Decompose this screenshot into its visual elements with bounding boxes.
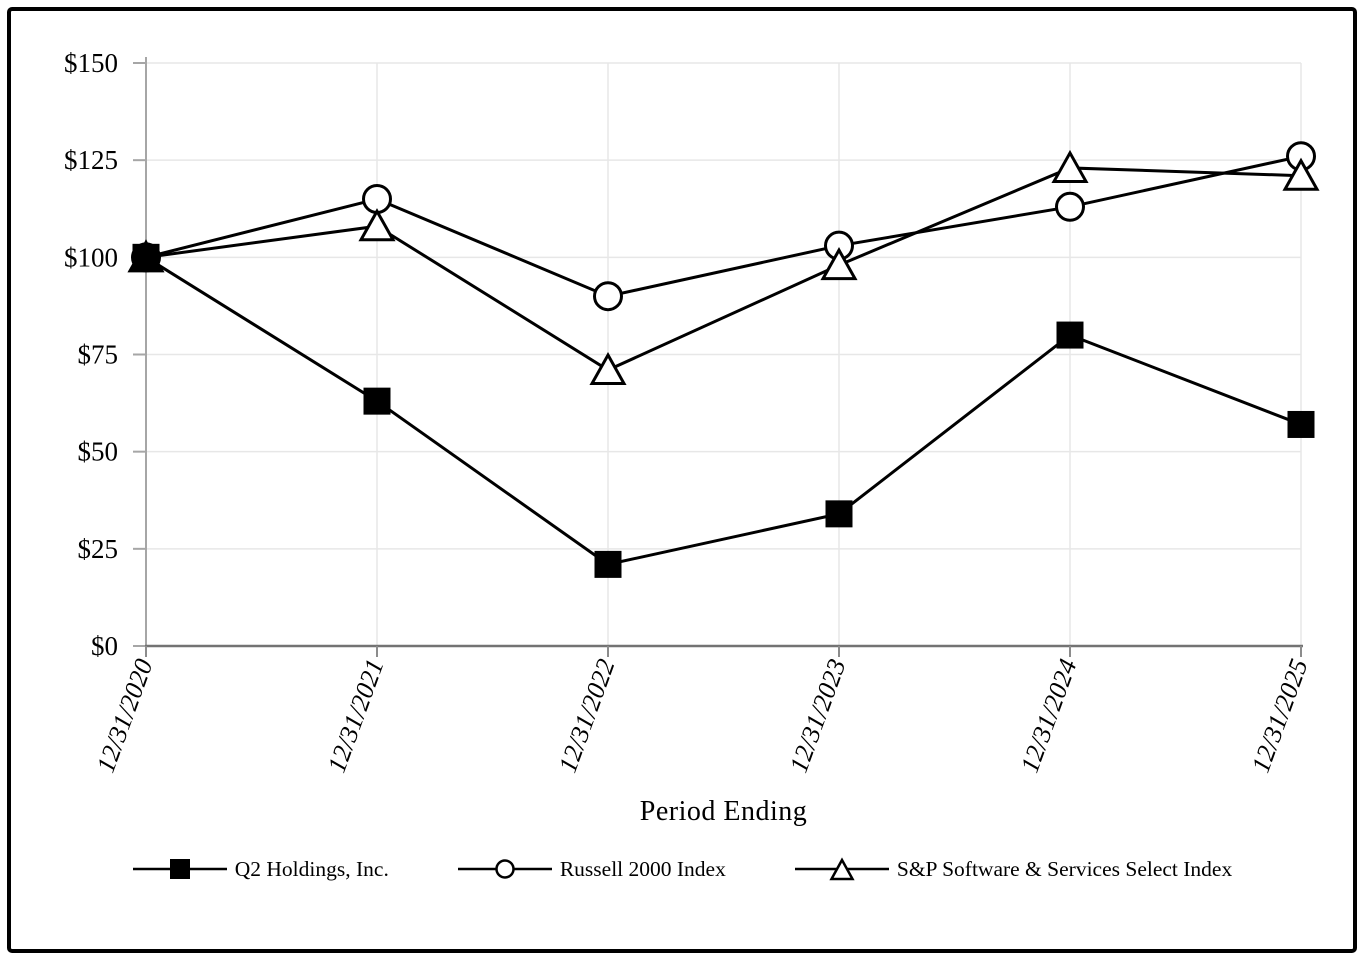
series-square (132, 243, 1315, 578)
legend-label-sp-software: S&P Software & Services Select Index (896, 856, 1233, 881)
svg-text:12/31/2022: 12/31/2022 (553, 655, 621, 776)
legend-item-sp-software: S&P Software & Services Select Index (794, 854, 1232, 884)
x-axis-tick-labels: 12/31/2020 12/31/2021 12/31/2022 12/31/2023… (91, 655, 1314, 776)
legend: Q2 Holdings, Inc. Russell 2000 Index S&P… (0, 854, 1364, 884)
gridlines (146, 62, 1302, 646)
svg-text:12/31/2024: 12/31/2024 (1015, 655, 1083, 776)
svg-text:$25: $25 (78, 534, 119, 564)
filled-square-marker-icon (132, 859, 227, 879)
axes (133, 57, 1303, 657)
page-border-frame (7, 7, 1357, 953)
svg-text:12/31/2021: 12/31/2021 (322, 655, 390, 776)
series-lines-and-markers (127, 141, 1320, 578)
open-circle-marker-icon (457, 859, 552, 879)
svg-text:$100: $100 (64, 242, 118, 272)
legend-item-q2-holdings: Q2 Holdings, Inc. (132, 854, 389, 884)
svg-text:$50: $50 (78, 437, 119, 467)
svg-text:$150: $150 (64, 48, 118, 78)
svg-text:12/31/2023: 12/31/2023 (784, 655, 852, 776)
svg-text:$0: $0 (91, 631, 118, 661)
open-triangle-marker-icon (794, 857, 889, 881)
svg-text:$125: $125 (64, 145, 118, 175)
legend-label-q2-holdings: Q2 Holdings, Inc. (234, 856, 389, 881)
y-axis-tick-labels: $0 $25 $50 $75 $100 $125 $150 (64, 48, 118, 661)
x-axis-title: Period Ending (639, 796, 808, 827)
series-circle (131, 141, 1316, 312)
series-triangle (127, 149, 1320, 386)
svg-text:12/31/2020: 12/31/2020 (91, 655, 159, 776)
svg-text:$75: $75 (78, 340, 119, 370)
legend-label-russell-2000: Russell 2000 Index (559, 856, 726, 881)
legend-item-russell-2000: Russell 2000 Index (457, 854, 726, 884)
svg-text:12/31/2025: 12/31/2025 (1246, 655, 1314, 776)
